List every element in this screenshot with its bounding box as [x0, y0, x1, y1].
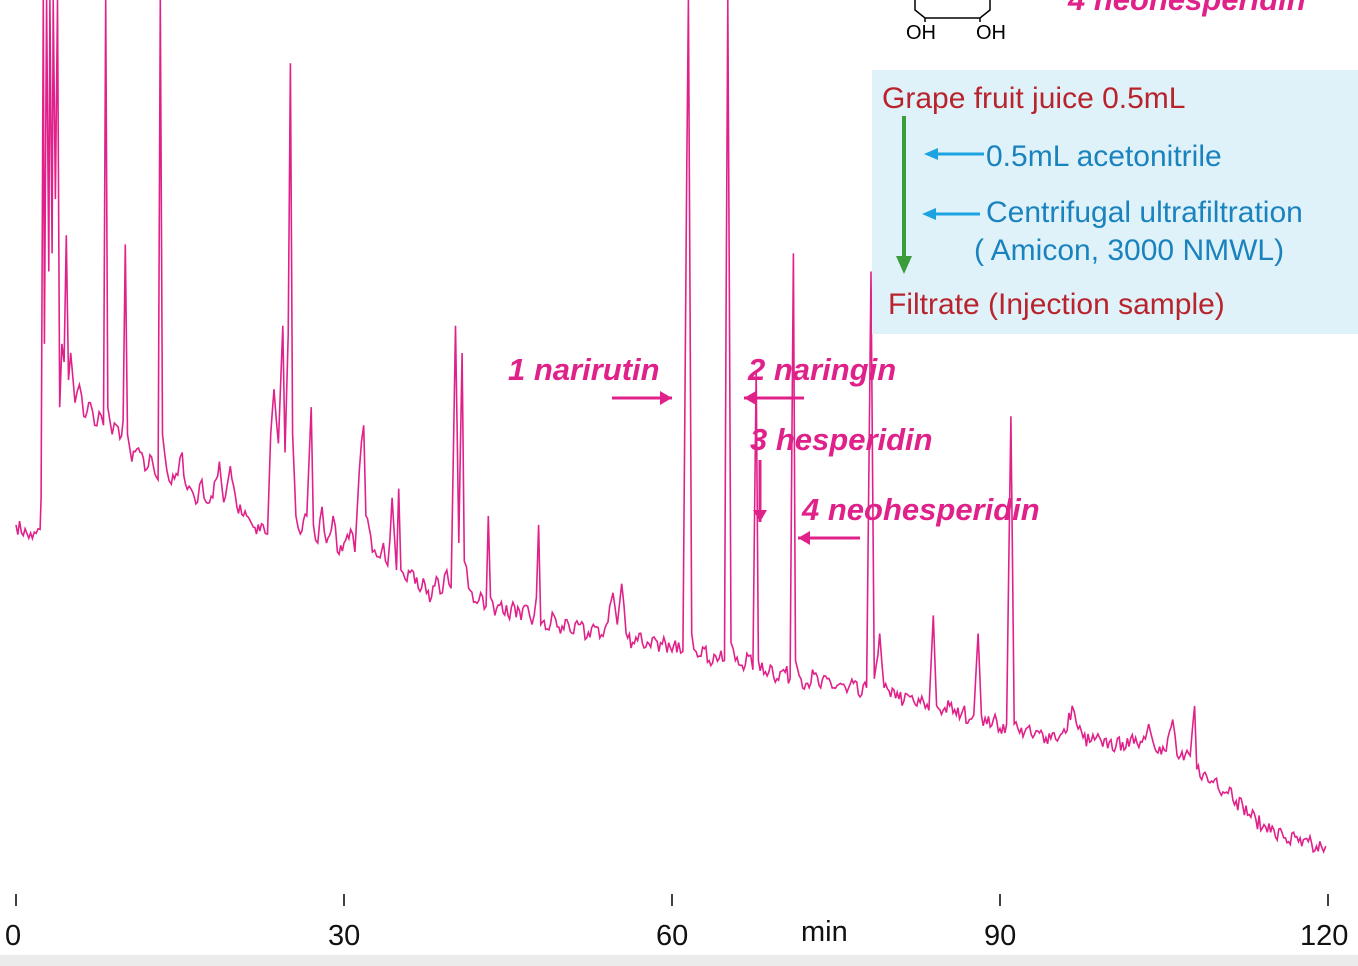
prep-step-acetonitrile: 0.5mL acetonitrile: [986, 140, 1222, 173]
footer-strip: [0, 955, 1358, 966]
x-axis: [15, 894, 1329, 906]
neohesperidin-arrow-head: [798, 531, 810, 545]
peak-label-naringin: 2 naringin: [748, 352, 897, 387]
x-tick-label: 120: [1300, 920, 1349, 952]
naringin-arrow-head: [744, 391, 756, 405]
peak-label-neohesperidin: 4 neohesperidin: [802, 492, 1040, 527]
narirutin-arrow-head: [660, 391, 672, 405]
peak-label-narirutin: 1 narirutin: [508, 352, 660, 387]
annotation-arrows: [612, 391, 860, 545]
x-tick-label: 0: [5, 920, 22, 952]
sample-prep-box: Grape fruit juice 0.5mL 0.5mL acetonitri…: [872, 70, 1358, 334]
x-tick-label: 90: [984, 920, 1017, 952]
prep-step-ultrafiltration: Centrifugal ultrafiltration: [986, 196, 1303, 229]
prep-step-juice: Grape fruit juice 0.5mL: [882, 82, 1186, 115]
prep-step-filtrate: Filtrate (Injection sample): [888, 288, 1225, 321]
structure-caption: 4 neohesperidin: [1068, 0, 1306, 18]
structure-oh-right: OH: [976, 22, 1006, 44]
prep-flow-arrows: [896, 116, 984, 274]
chemical-structure-fragment: [914, 0, 991, 22]
hesperidin-arrow-head: [753, 510, 767, 522]
x-axis-label: min: [801, 916, 848, 948]
x-tick-label: 60: [656, 920, 689, 952]
x-tick-label: 30: [328, 920, 361, 952]
chromatogram-trace: [15, 0, 1327, 854]
structure-oh-left: OH: [906, 22, 936, 44]
peak-label-hesperidin: 3 hesperidin: [750, 422, 933, 457]
prep-step-amicon: ( Amicon, 3000 NMWL): [974, 234, 1285, 267]
